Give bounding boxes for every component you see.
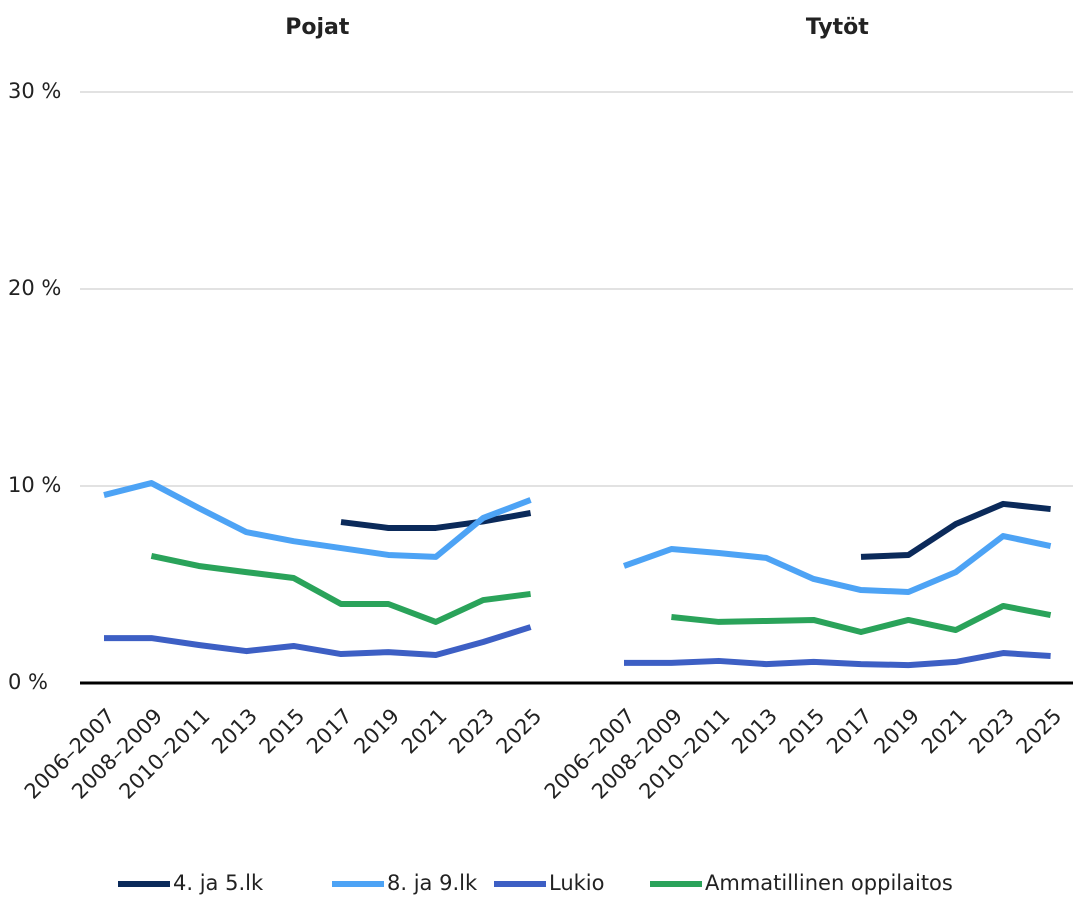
- legend-label: Lukio: [549, 871, 604, 895]
- x-tick-label: 2021: [917, 704, 972, 759]
- y-tick-label: 0 %: [8, 670, 48, 694]
- y-tick-label: 10 %: [8, 473, 61, 497]
- x-tick-label: 2017: [302, 704, 357, 759]
- x-tick-label: 2013: [207, 704, 262, 759]
- series-line: [671, 602, 1052, 635]
- legend-label: 8. ja 9.lk: [387, 871, 478, 895]
- panel-title: Pojat: [285, 15, 350, 40]
- x-tick-label: 2015: [255, 704, 310, 759]
- x-tick-label: 2025: [492, 704, 547, 759]
- series-line: [150, 553, 531, 625]
- series-line: [103, 480, 532, 560]
- y-tick-label: 30 %: [8, 79, 61, 103]
- legend-label: Ammatillinen oppilaitos: [705, 871, 953, 895]
- x-tick-label: 2023: [444, 704, 499, 759]
- series-line: [622, 533, 1052, 595]
- series-line: [860, 500, 1051, 560]
- x-tick-label: 2025: [1012, 704, 1067, 759]
- x-tick-label: 2015: [775, 704, 830, 759]
- x-tick-label: 2013: [727, 704, 782, 759]
- series-line: [624, 650, 1051, 669]
- series-line: [340, 510, 532, 531]
- panel-title: Tytöt: [806, 15, 869, 40]
- x-tick-label: 2019: [349, 704, 404, 759]
- y-tick-label: 20 %: [8, 276, 61, 300]
- x-tick-label: 2017: [822, 704, 877, 759]
- x-tick-label: 2023: [964, 704, 1019, 759]
- x-tick-label: 2019: [869, 704, 924, 759]
- x-tick-label: 2021: [397, 704, 452, 759]
- series-line: [104, 624, 532, 659]
- legend-label: 4. ja 5.lk: [173, 871, 264, 895]
